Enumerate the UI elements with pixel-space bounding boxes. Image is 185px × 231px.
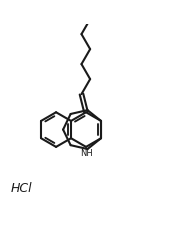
Text: NH: NH	[80, 148, 92, 157]
Text: HCl: HCl	[11, 182, 32, 195]
